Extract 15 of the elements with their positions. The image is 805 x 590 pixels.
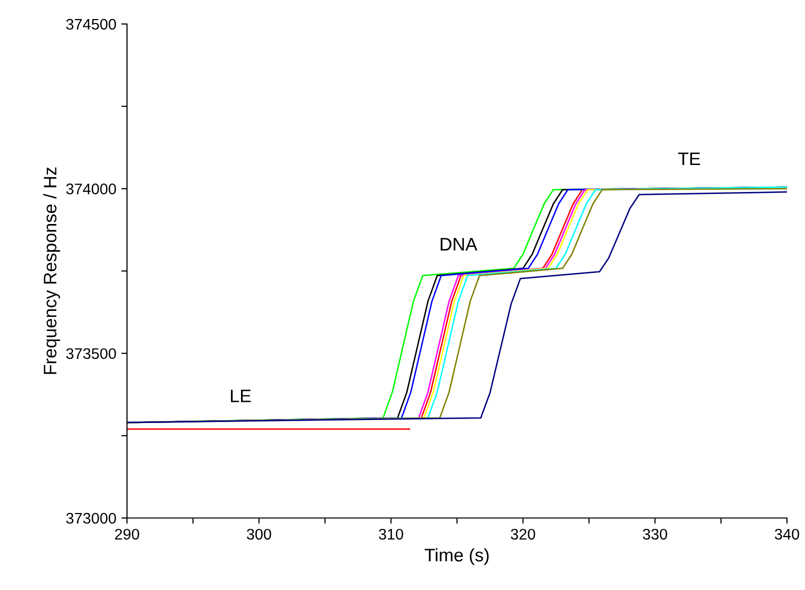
x-axis-title: Time (s)	[424, 548, 489, 566]
x-tick-label: 300	[246, 528, 272, 540]
x-tick-label: 310	[378, 528, 404, 540]
y-tick-label: 374000	[66, 184, 116, 194]
x-tick-label: 340	[774, 528, 800, 540]
y-tick-label: 373000	[66, 512, 116, 524]
x-tick-label: 330	[642, 528, 668, 540]
y-tick-label: 373500	[66, 348, 116, 360]
x-tick-label: 290	[115, 528, 140, 540]
annotation: DNA	[440, 238, 478, 250]
y-tick-label: 374500	[66, 18, 116, 30]
annotation: LE	[230, 390, 251, 402]
annotation: TE	[678, 152, 700, 166]
x-tick-label: 320	[510, 528, 536, 540]
y-axis-title: Frequency Response / Hz	[43, 168, 60, 374]
